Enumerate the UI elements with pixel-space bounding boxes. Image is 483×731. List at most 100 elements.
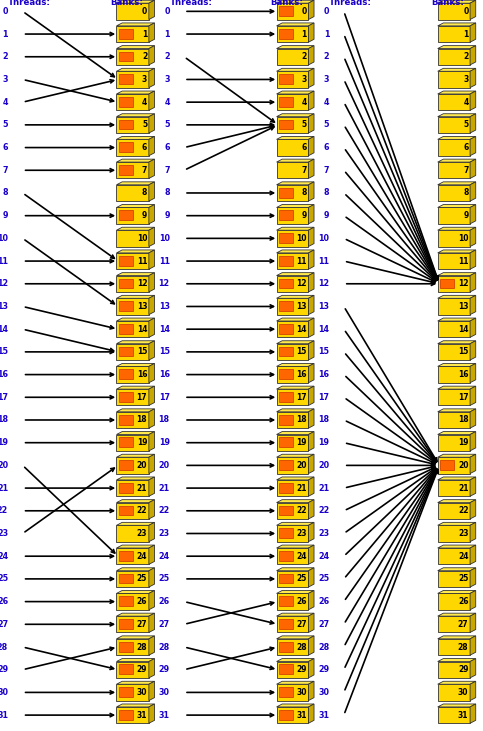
Polygon shape <box>309 636 314 655</box>
Text: 19: 19 <box>297 438 307 447</box>
Text: 28: 28 <box>458 643 469 651</box>
Bar <box>279 211 293 220</box>
Bar <box>277 571 309 587</box>
Polygon shape <box>309 659 314 678</box>
Text: 17: 17 <box>296 393 307 402</box>
Polygon shape <box>116 704 155 707</box>
Polygon shape <box>116 523 155 526</box>
Polygon shape <box>149 613 155 632</box>
Text: 23: 23 <box>137 529 147 538</box>
Text: 4: 4 <box>463 98 469 107</box>
Text: 24: 24 <box>137 552 147 561</box>
Bar <box>438 321 470 337</box>
Polygon shape <box>116 409 155 412</box>
Polygon shape <box>309 23 314 42</box>
Text: 5: 5 <box>324 121 329 129</box>
Text: 23: 23 <box>318 529 329 538</box>
Bar <box>119 574 133 583</box>
Polygon shape <box>149 250 155 269</box>
Text: 27: 27 <box>318 620 329 629</box>
Polygon shape <box>149 363 155 383</box>
Text: 27: 27 <box>137 620 147 629</box>
Text: 0: 0 <box>164 7 170 16</box>
Bar <box>116 3 149 20</box>
Polygon shape <box>116 477 155 480</box>
Polygon shape <box>438 659 476 662</box>
Polygon shape <box>149 68 155 88</box>
Text: 11: 11 <box>318 257 329 265</box>
Bar <box>279 414 293 425</box>
Text: 20: 20 <box>458 461 469 470</box>
Text: Banks:: Banks: <box>110 0 143 7</box>
Polygon shape <box>309 386 314 406</box>
Polygon shape <box>149 341 155 360</box>
Text: 26: 26 <box>137 597 147 606</box>
Bar <box>438 389 470 406</box>
Text: 28: 28 <box>158 643 170 651</box>
Text: 26: 26 <box>297 597 307 606</box>
Text: 4: 4 <box>164 98 170 107</box>
Bar <box>440 279 454 288</box>
Bar <box>277 140 309 156</box>
Text: 1: 1 <box>2 29 8 39</box>
Bar <box>119 596 133 606</box>
Bar <box>119 687 133 697</box>
Text: 4: 4 <box>324 98 329 107</box>
Text: 31: 31 <box>0 711 8 719</box>
Bar <box>119 346 133 357</box>
Polygon shape <box>470 159 476 178</box>
Bar <box>438 639 470 655</box>
Bar <box>277 707 309 723</box>
Polygon shape <box>116 568 155 571</box>
Bar <box>116 526 149 542</box>
Bar <box>279 664 293 674</box>
Text: 15: 15 <box>318 347 329 357</box>
Polygon shape <box>470 523 476 542</box>
Text: 2: 2 <box>463 52 469 61</box>
Polygon shape <box>309 295 314 314</box>
Polygon shape <box>309 500 314 519</box>
Polygon shape <box>438 568 476 571</box>
Bar <box>116 208 149 224</box>
Bar <box>116 412 149 428</box>
Polygon shape <box>149 477 155 496</box>
Polygon shape <box>309 704 314 723</box>
Polygon shape <box>277 704 314 707</box>
Polygon shape <box>149 568 155 587</box>
Bar <box>277 366 309 383</box>
Text: 16: 16 <box>297 370 307 379</box>
Text: 7: 7 <box>142 166 147 175</box>
Text: 7: 7 <box>324 166 329 175</box>
Polygon shape <box>470 341 476 360</box>
Text: 25: 25 <box>0 575 8 583</box>
Polygon shape <box>116 386 155 389</box>
Bar <box>279 642 293 651</box>
Bar <box>116 276 149 292</box>
Text: 17: 17 <box>0 393 8 402</box>
Text: 3: 3 <box>463 75 469 84</box>
Bar <box>119 437 133 447</box>
Polygon shape <box>149 500 155 519</box>
Polygon shape <box>470 68 476 88</box>
Bar <box>277 457 309 474</box>
Bar <box>116 321 149 337</box>
Bar <box>279 97 293 107</box>
Polygon shape <box>470 0 476 20</box>
Text: 28: 28 <box>0 643 8 651</box>
Bar <box>279 619 293 629</box>
Polygon shape <box>116 273 155 276</box>
Polygon shape <box>470 704 476 723</box>
Text: 30: 30 <box>318 688 329 697</box>
Text: 12: 12 <box>158 279 170 288</box>
Polygon shape <box>438 182 476 185</box>
Text: 4: 4 <box>142 98 147 107</box>
Text: 25: 25 <box>158 575 170 583</box>
Bar <box>279 506 293 515</box>
Bar <box>279 392 293 402</box>
Polygon shape <box>277 591 314 594</box>
Bar <box>277 94 309 110</box>
Bar <box>279 483 293 493</box>
Text: 24: 24 <box>0 552 8 561</box>
Polygon shape <box>309 91 314 110</box>
Polygon shape <box>309 681 314 700</box>
